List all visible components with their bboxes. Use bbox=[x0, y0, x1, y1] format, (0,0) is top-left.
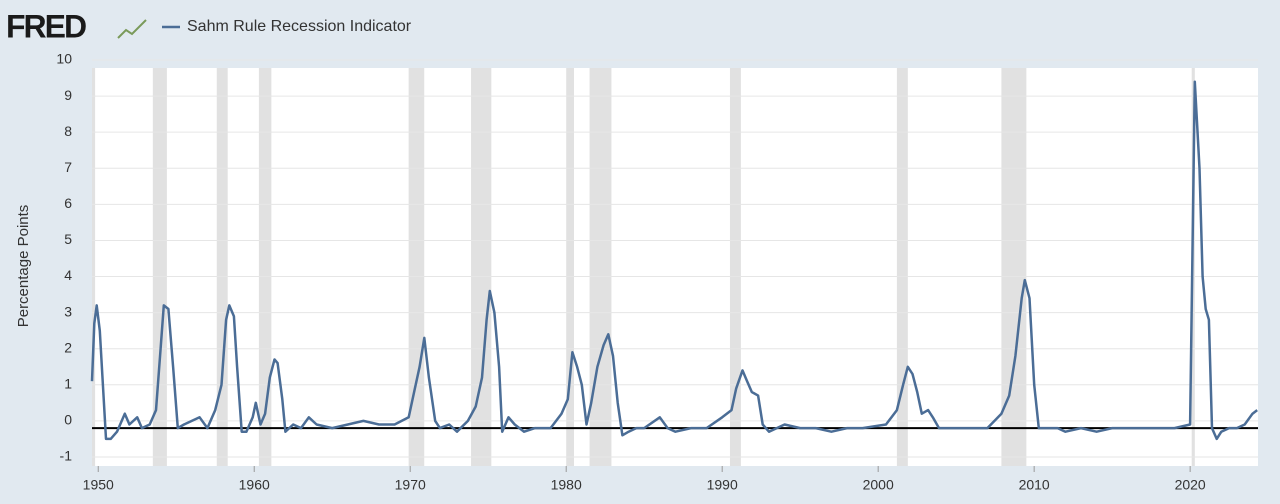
x-tick-label: 2010 bbox=[1019, 477, 1050, 493]
recession-band bbox=[896, 68, 908, 466]
recession-band bbox=[216, 68, 228, 466]
x-tick-label: 1970 bbox=[395, 477, 426, 493]
recession-band bbox=[566, 68, 574, 466]
y-axis-title: Percentage Points bbox=[15, 205, 32, 328]
recession-band bbox=[1001, 68, 1027, 466]
recession-band bbox=[258, 68, 272, 466]
recession-band bbox=[92, 68, 96, 466]
y-tick-label: 9 bbox=[64, 87, 72, 103]
x-tick-label: 2000 bbox=[863, 477, 894, 493]
recession-band bbox=[589, 68, 612, 466]
y-tick-label: 2 bbox=[64, 339, 72, 355]
y-tick-label: 1 bbox=[64, 376, 72, 392]
legend-label: Sahm Rule Recession Indicator bbox=[187, 18, 412, 35]
y-tick-label: 3 bbox=[64, 303, 72, 319]
y-tick-label: 4 bbox=[64, 267, 72, 283]
data-line bbox=[90, 80, 1258, 441]
recession-band bbox=[729, 68, 741, 466]
recession-band bbox=[152, 68, 167, 466]
y-tick-label: 5 bbox=[64, 231, 72, 247]
y-tick-label: 7 bbox=[64, 159, 72, 175]
logo-icon bbox=[117, 19, 147, 39]
recession-band bbox=[471, 68, 492, 466]
y-tick-label: -1 bbox=[60, 448, 73, 464]
logo: FRED bbox=[6, 8, 86, 44]
y-tick-label: 0 bbox=[64, 412, 72, 428]
y-tick-label: 10 bbox=[56, 51, 72, 67]
x-tick-label: 2020 bbox=[1175, 477, 1206, 493]
x-tick-label: 1960 bbox=[239, 477, 270, 493]
x-tick-label: 1980 bbox=[551, 477, 582, 493]
x-tick-label: 1990 bbox=[707, 477, 738, 493]
y-tick-label: 6 bbox=[64, 195, 72, 211]
x-tick-label: 1950 bbox=[83, 477, 114, 493]
y-tick-label: 8 bbox=[64, 123, 72, 139]
plot-area bbox=[92, 68, 1258, 466]
